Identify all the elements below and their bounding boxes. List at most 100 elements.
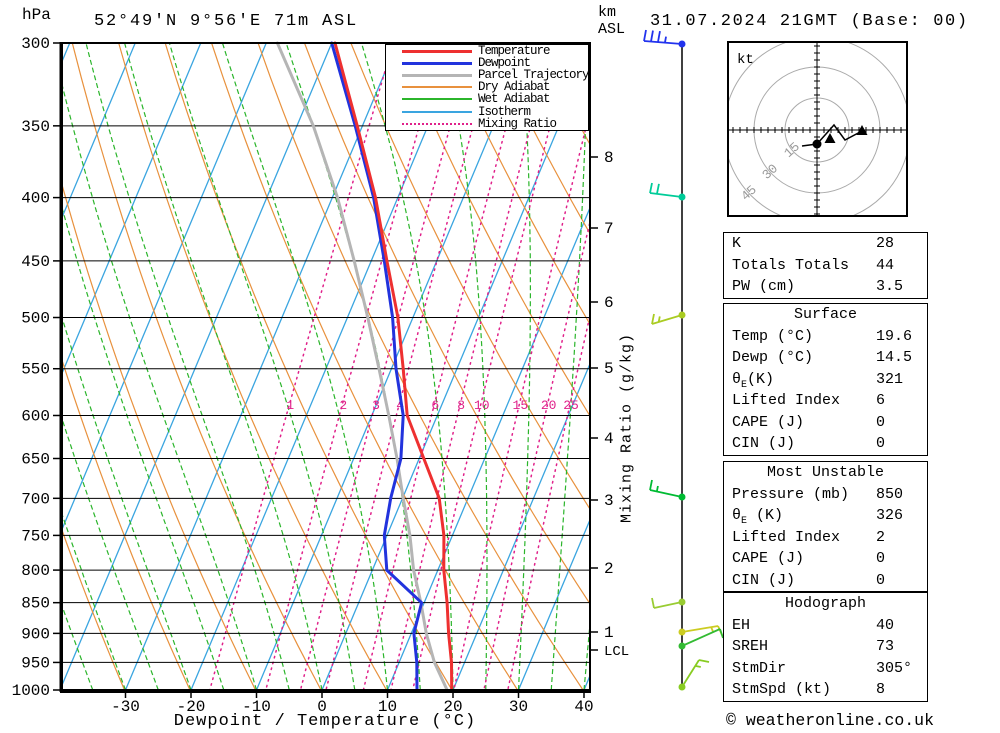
stat-label: Totals Totals xyxy=(732,256,850,274)
stat-row: K 28 xyxy=(724,233,927,255)
km-tick-label: 2 xyxy=(604,560,614,578)
stat-row: CIN (J) 0 xyxy=(724,433,927,455)
km-tick-label: 5 xyxy=(604,360,614,378)
wind-barb-shaft xyxy=(651,314,683,325)
legend-label: Dewpoint xyxy=(478,56,531,71)
mixing-ratio-value-label: 2 xyxy=(339,398,347,413)
datetime-label: 31.07.2024 21GMT (Base: 00) xyxy=(650,12,969,31)
stat-value: 0 xyxy=(876,435,886,452)
isotherm-line xyxy=(517,518,590,690)
mixing-ratio-line xyxy=(299,43,474,690)
legend-item: Dry Adiabat xyxy=(386,80,588,94)
mixing-ratio-axis-title: Mixing Ratio (g/kg) xyxy=(618,332,636,524)
wind-barb-feather xyxy=(698,659,710,663)
mixing-ratio-line xyxy=(390,43,553,690)
mixing-ratio-value-label: 15 xyxy=(513,398,529,413)
pressure-tick-label: 950 xyxy=(21,654,50,672)
stat-box-surface: Surface Temp (°C) 19.6 Dewp (°C) 14.5 θE(K) 32… xyxy=(723,303,928,456)
stat-value: 6 xyxy=(876,392,886,409)
wind-barb xyxy=(643,29,686,48)
stat-row: Lifted Index 6 xyxy=(724,390,927,412)
pressure-tick-label: 550 xyxy=(21,361,50,379)
dry-adiabat-line xyxy=(396,43,590,418)
mixing-ratio-value-label: 20 xyxy=(541,398,557,413)
wind-barb-half-feather xyxy=(657,316,661,323)
temp-tick-label: 40 xyxy=(574,698,593,716)
mixing-ratio-value-label: 3 xyxy=(372,398,380,413)
temp-tick-label: 0 xyxy=(317,698,327,716)
dewpoint-curve xyxy=(330,41,424,692)
km-tick-label: 1 xyxy=(604,624,614,642)
dry-adiabat-line xyxy=(62,528,126,690)
altitude-unit-asl: ASL xyxy=(598,21,626,38)
stat-value: 326 xyxy=(876,507,904,524)
stat-label: CAPE (J) xyxy=(732,413,805,431)
stat-row: Pressure (mb) 850 xyxy=(724,484,927,506)
legend-swatch-isotherm xyxy=(402,110,472,113)
hodograph-unit-label: kt xyxy=(737,52,754,68)
stat-label: Pressure (mb) xyxy=(732,485,850,503)
dry-adiabat-line xyxy=(350,43,590,511)
legend-item: Dewpoint xyxy=(386,56,588,71)
wind-barb xyxy=(678,628,724,650)
stat-section-header: Surface xyxy=(793,306,857,323)
mixing-ratio-line xyxy=(265,43,444,690)
wet-adiabat-line xyxy=(124,43,323,690)
temp-tick-label: -20 xyxy=(177,698,206,716)
stat-row: Dewp (°C) 14.5 xyxy=(724,347,927,369)
stat-value: 73 xyxy=(876,638,895,655)
stat-value: 0 xyxy=(876,550,886,567)
legend-swatch-dry-adiabat xyxy=(402,86,472,89)
hodograph-level-marker xyxy=(824,133,836,143)
temp-tick-label: 30 xyxy=(509,698,528,716)
wind-barb-feather xyxy=(651,597,655,609)
isotherm-line xyxy=(386,206,590,690)
wind-barb-feather xyxy=(643,29,647,42)
isotherm-line xyxy=(62,43,136,220)
wind-barb-feather xyxy=(650,30,654,42)
wet-adiabat-line xyxy=(85,43,290,690)
stat-row: Totals Totals 44 xyxy=(724,255,927,277)
hodograph-storm-motion-dot xyxy=(812,139,822,149)
legend-swatch-parcel-trajectory xyxy=(402,73,472,77)
isotherm-line xyxy=(0,43,4,690)
stat-value: 19.6 xyxy=(876,327,913,345)
pressure-tick-label: 500 xyxy=(21,310,50,328)
mixing-ratio-value-label: 6 xyxy=(431,398,439,413)
wind-barb-shaft xyxy=(649,192,683,198)
stat-value: 8 xyxy=(876,681,886,698)
wind-barb-feather xyxy=(649,182,653,194)
temp-tick-label: 20 xyxy=(443,698,462,716)
mixing-ratio-value-label: 8 xyxy=(457,398,465,413)
isotherm-line xyxy=(321,50,590,690)
stat-value: 0 xyxy=(876,571,886,589)
stat-row: Temp (°C) 19.6 xyxy=(724,326,927,348)
pressure-tick-label: 750 xyxy=(21,527,50,545)
wind-barb xyxy=(651,311,686,325)
wet-adiabat-line xyxy=(62,205,225,690)
stat-value: 40 xyxy=(876,616,895,634)
stat-value: 305° xyxy=(876,659,913,677)
legend-swatch-wet-adiabat xyxy=(402,98,472,101)
wind-barb-shaft xyxy=(643,40,683,45)
wind-barb-feather xyxy=(649,479,653,491)
stat-label: StmSpd (kt) xyxy=(732,681,832,698)
wind-barb-half-feather xyxy=(664,36,667,43)
km-tick-label: 3 xyxy=(604,492,614,510)
legend-swatch-dewpoint xyxy=(402,61,472,65)
dry-adiabat-line xyxy=(257,43,584,690)
wet-adiabat-line xyxy=(442,43,488,690)
stat-label: Dewp (°C) xyxy=(732,349,814,366)
stat-label: CAPE (J) xyxy=(732,550,805,567)
copyright-link[interactable]: © weatheronline.co.uk xyxy=(726,711,934,730)
stat-row: PW (cm) 3.5 xyxy=(724,276,927,298)
legend-item: Isotherm xyxy=(386,105,588,119)
stat-value: 14.5 xyxy=(876,349,913,366)
stat-row: StmSpd (kt) 8 xyxy=(724,679,927,701)
wind-barb-shaft xyxy=(653,601,683,609)
wind-barb-half-feather xyxy=(695,665,701,668)
pressure-tick-label: 650 xyxy=(21,451,50,469)
temp-tick-label: -10 xyxy=(242,698,271,716)
isotherm-line xyxy=(255,43,529,690)
